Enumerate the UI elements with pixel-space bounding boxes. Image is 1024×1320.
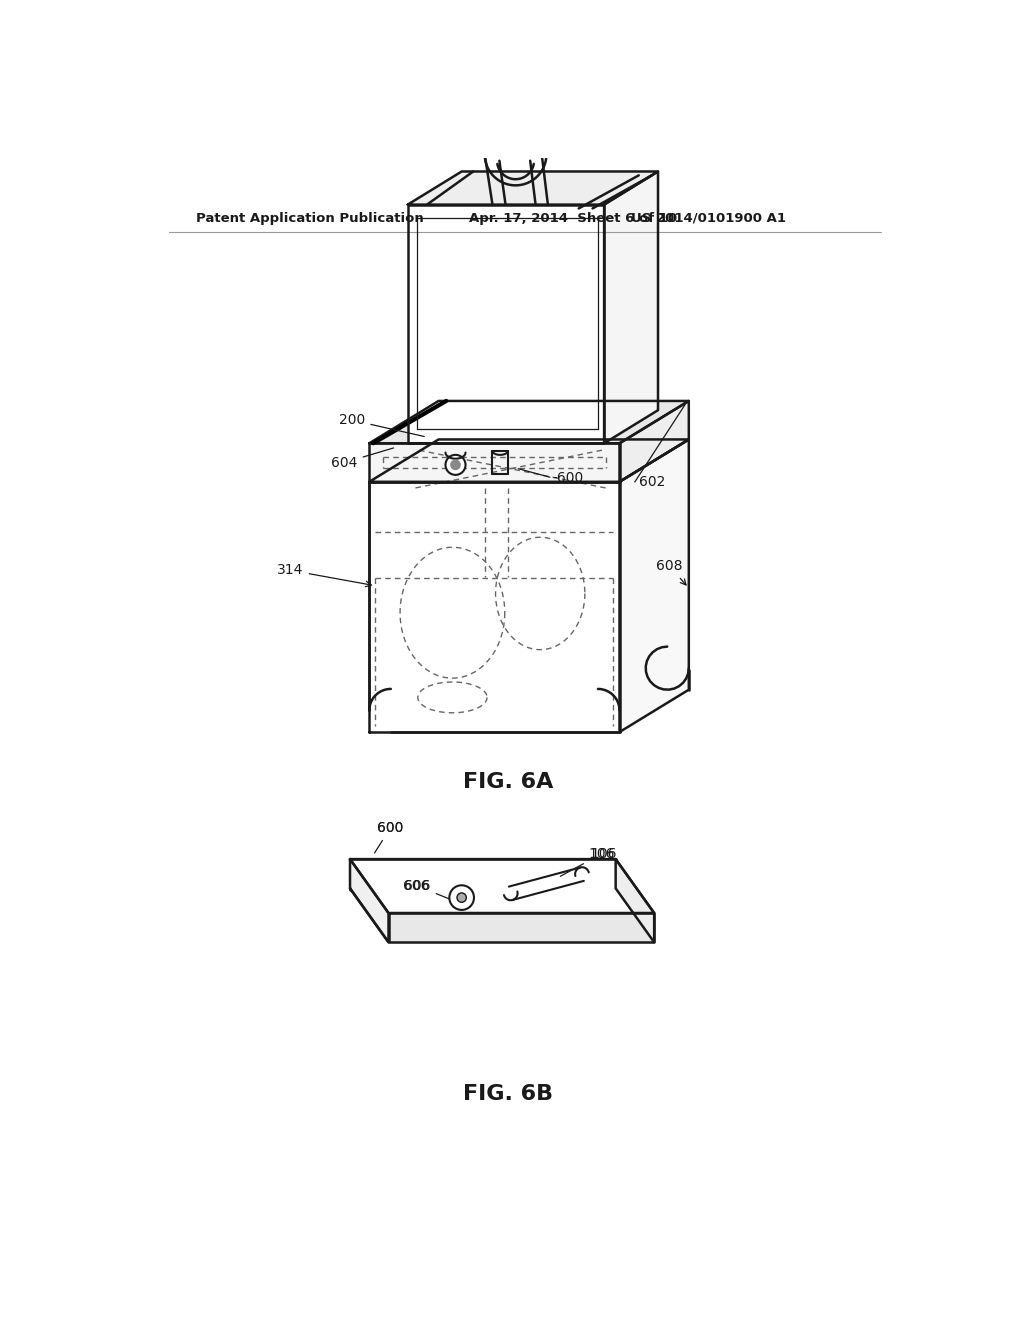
Text: 602: 602 [639,475,666,488]
Polygon shape [620,440,689,733]
Circle shape [445,455,466,475]
Polygon shape [604,172,658,444]
Polygon shape [350,859,388,942]
Circle shape [457,892,466,903]
Polygon shape [350,859,654,913]
Circle shape [450,886,474,909]
Text: 106: 106 [560,846,615,876]
Polygon shape [370,444,620,482]
Text: 606: 606 [404,879,453,900]
Text: 600: 600 [375,821,403,853]
Text: US 2014/0101900 A1: US 2014/0101900 A1 [631,213,786,224]
Text: 314: 314 [278,564,372,587]
Text: 604: 604 [332,447,393,470]
Polygon shape [370,440,689,482]
Polygon shape [620,401,689,482]
Polygon shape [408,205,604,444]
Polygon shape [370,401,689,444]
Text: 106: 106 [590,846,616,861]
Polygon shape [370,482,620,733]
Polygon shape [388,913,654,942]
Text: 600: 600 [377,821,403,836]
Polygon shape [615,859,654,942]
Text: FIG. 6A: FIG. 6A [463,772,553,792]
Text: 606: 606 [402,879,429,894]
Text: 608: 608 [656,560,686,585]
Text: Patent Application Publication: Patent Application Publication [196,213,424,224]
Text: FIG. 6B: FIG. 6B [463,1084,553,1104]
Text: -600: -600 [553,471,584,484]
Circle shape [451,461,460,470]
Text: Apr. 17, 2014  Sheet 6 of 10: Apr. 17, 2014 Sheet 6 of 10 [469,213,678,224]
Polygon shape [408,172,658,205]
Text: 200: 200 [339,413,424,437]
